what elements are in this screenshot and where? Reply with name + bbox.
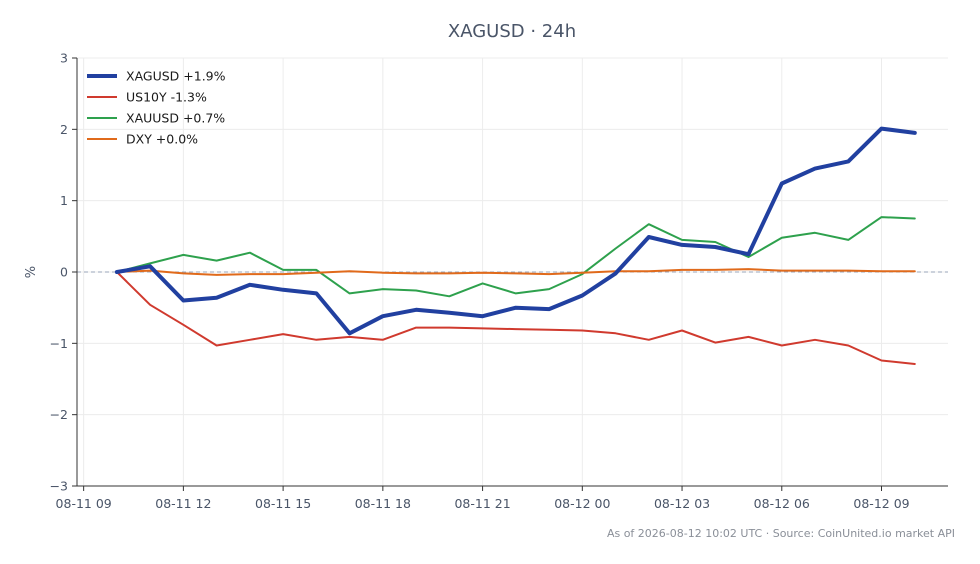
series-line-3 bbox=[115, 268, 916, 276]
legend-label-0: XAGUSD +1.9% bbox=[126, 69, 226, 84]
footer-source-note: As of 2026-08-12 10:02 UTC · Source: Coi… bbox=[607, 527, 955, 540]
y-tick-label: 2 bbox=[60, 122, 68, 137]
x-tick-label: 08-11 18 bbox=[355, 496, 411, 511]
x-tick-label: 08-11 09 bbox=[56, 496, 112, 511]
y-tick-label: −3 bbox=[50, 479, 68, 494]
x-tick-label: 08-11 12 bbox=[155, 496, 211, 511]
legend-label-2: XAUUSD +0.7% bbox=[126, 111, 225, 126]
y-tick-label: 1 bbox=[60, 193, 68, 208]
y-tick-label: 3 bbox=[60, 51, 68, 66]
series-line-2 bbox=[115, 216, 916, 298]
series-line-0 bbox=[114, 126, 917, 336]
y-tick-label: −1 bbox=[50, 336, 68, 351]
y-axis-label: % bbox=[24, 266, 39, 278]
series-line-1 bbox=[115, 271, 916, 365]
x-tick-label: 08-11 15 bbox=[255, 496, 311, 511]
x-tick-label: 08-12 00 bbox=[554, 496, 610, 511]
legend-label-1: US10Y -1.3% bbox=[126, 90, 207, 105]
x-tick-label: 08-12 06 bbox=[754, 496, 810, 511]
x-tick-label: 08-12 03 bbox=[654, 496, 710, 511]
chart-title: XAGUSD · 24h bbox=[448, 21, 576, 42]
x-tick-label: 08-12 09 bbox=[853, 496, 909, 511]
series-group bbox=[114, 126, 917, 365]
legend-label-3: DXY +0.0% bbox=[126, 132, 198, 147]
x-tick-label: 08-11 21 bbox=[454, 496, 510, 511]
y-tick-label: −2 bbox=[50, 407, 68, 422]
legend: XAGUSD +1.9% US10Y -1.3% XAUUSD +0.7% DXY +… bbox=[87, 69, 226, 147]
axes: −3 −2 −1 0 1 2 3 08-11 09 08-11 12 08-11 15 08-11 … bbox=[50, 51, 948, 511]
y-tick-label: 0 bbox=[60, 265, 68, 280]
